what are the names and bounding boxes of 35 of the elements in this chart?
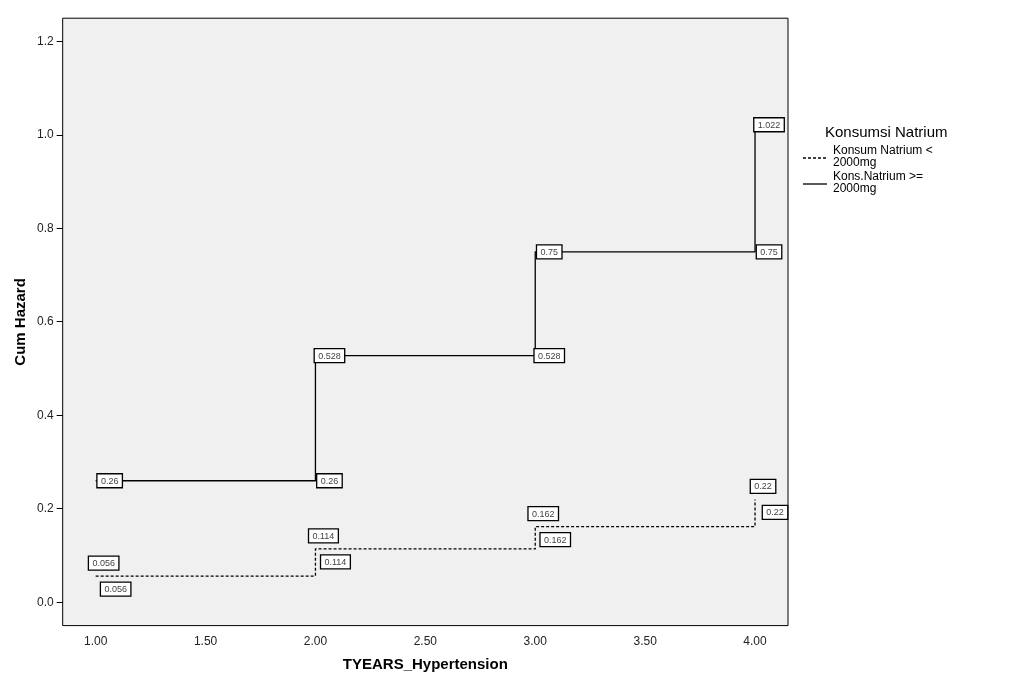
data-label: 0.162	[531, 508, 555, 519]
x-tick-label: 2.50	[413, 634, 438, 649]
data-label: 0.75	[760, 246, 778, 257]
y-tick-label: 0.0	[36, 594, 54, 609]
data-label: 0.056	[104, 584, 127, 595]
data-label: 0.056	[92, 558, 115, 569]
data-label: 0.75	[540, 246, 558, 257]
data-label: 0.114	[324, 556, 347, 567]
data-label: 0.26	[100, 475, 119, 486]
x-tick-label: 1.00	[83, 634, 108, 649]
y-tick-label: 0.8	[36, 220, 54, 235]
data-label: 0.22	[766, 507, 784, 518]
x-tick-label: 1.50	[193, 634, 218, 649]
x-tick-label: 4.00	[743, 634, 768, 649]
data-label: 0.528	[537, 350, 561, 361]
x-axis-title: TYEARS_Hypertension	[342, 655, 508, 673]
y-axis-title: Cum Hazard	[11, 278, 29, 366]
data-label: 0.162	[543, 534, 567, 545]
y-tick-label: 0.2	[36, 501, 54, 516]
y-tick-label: 1.2	[36, 33, 54, 48]
legend-title: Konsumsi Natrium	[825, 123, 948, 140]
legend-label: Kons.Natrium >= 2000mg	[833, 169, 925, 195]
data-label: 1.022	[757, 119, 781, 130]
x-tick-label: 2.00	[303, 634, 328, 649]
x-tick-label: 3.50	[633, 634, 658, 649]
line-series	[95, 498, 756, 577]
x-tick-label: 3.00	[523, 634, 548, 649]
y-tick-label: 1.0	[36, 127, 54, 142]
data-label: 0.26	[320, 475, 339, 486]
data-label: 0.528	[318, 350, 341, 361]
data-label: 0.114	[312, 530, 335, 541]
legend-label: Konsum Natrium < 2000mg	[833, 143, 933, 169]
data-label: 0.22	[754, 481, 772, 492]
y-tick-label: 0.6	[36, 314, 54, 329]
y-tick-label: 0.4	[36, 407, 54, 422]
